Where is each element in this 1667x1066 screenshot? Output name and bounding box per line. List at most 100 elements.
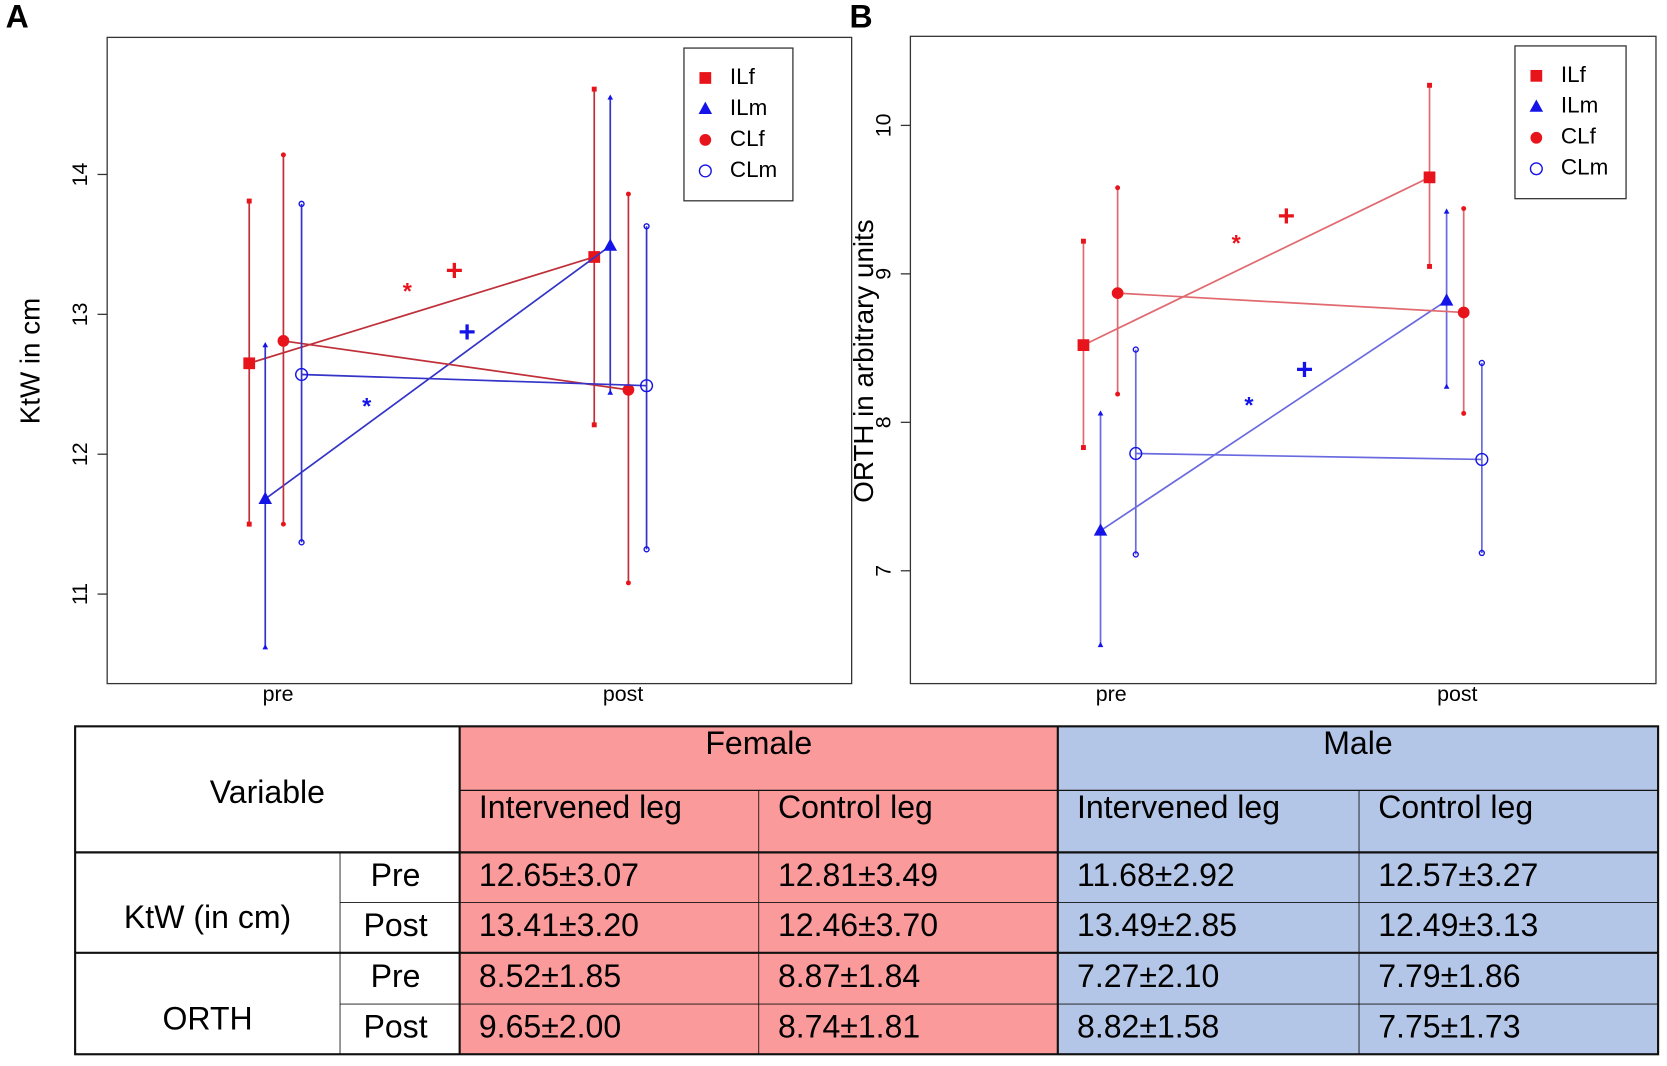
data-point — [277, 335, 290, 347]
error-bar-end — [1132, 551, 1139, 558]
connect-line — [1117, 292, 1464, 314]
table-time: Pre — [371, 958, 421, 994]
error-bar-end — [1443, 208, 1450, 214]
table-time: Post — [364, 1009, 428, 1045]
error-bar-end — [262, 644, 269, 650]
error-bar-end — [280, 521, 286, 527]
error-bar-end — [1115, 185, 1121, 191]
connect-line — [1135, 452, 1482, 461]
table-subheader: Intervened leg — [1077, 789, 1280, 825]
table-cell: 7.79±1.86 — [1378, 958, 1520, 994]
error-bar-end — [607, 94, 614, 100]
error-bar-end — [1132, 346, 1139, 353]
error-bar-end — [607, 389, 614, 395]
table-cell: 8.82±1.58 — [1077, 1009, 1219, 1045]
table-variable-header: Variable — [210, 774, 325, 810]
data-point — [1093, 523, 1108, 536]
connect-line — [283, 340, 629, 391]
data-point — [1457, 306, 1470, 319]
error-bar-end — [1097, 641, 1104, 648]
table-cell: 8.87±1.84 — [778, 958, 920, 994]
data-point — [1129, 446, 1143, 461]
data-point — [1439, 293, 1454, 306]
group-background — [1057, 726, 1659, 1055]
table-frame — [74, 725, 1660, 1056]
table-cell: 12.57±3.27 — [1378, 857, 1538, 893]
y-tick-label: 9 — [871, 268, 895, 280]
table-subheader: Intervened leg — [479, 789, 682, 825]
y-tick-label: 11 — [68, 583, 92, 605]
error-bar-end — [591, 422, 597, 428]
table-cell: 12.46±3.70 — [778, 907, 938, 943]
table-time: Pre — [371, 857, 421, 893]
data-point — [294, 367, 309, 382]
error-bar-end — [1427, 82, 1432, 88]
annotation: + — [458, 316, 475, 349]
table-cell: 8.74±1.81 — [778, 1009, 920, 1045]
legend-label: ILm — [730, 95, 767, 120]
data-point — [1111, 287, 1124, 300]
legend-marker — [1529, 162, 1543, 176]
connect-line — [1100, 299, 1448, 532]
legend-marker — [699, 134, 712, 146]
error-bar-end — [1461, 206, 1467, 211]
table-cell: 7.27±2.10 — [1077, 958, 1219, 994]
data-point — [243, 357, 256, 370]
annotation: + — [446, 254, 463, 287]
table-cell: 12.49±3.13 — [1378, 907, 1538, 943]
table-cell: 12.81±3.49 — [778, 857, 938, 893]
error-bar-end — [246, 198, 252, 204]
legend-label: CLf — [730, 126, 766, 151]
plot-frame — [909, 35, 1657, 685]
panel-label: A — [6, 0, 29, 35]
table-cell: 13.41±3.20 — [479, 907, 639, 943]
data-point — [1423, 171, 1436, 184]
x-tick-label: pre — [1096, 682, 1127, 706]
x-tick-label: post — [1437, 682, 1477, 706]
data-point — [1077, 339, 1090, 351]
error-bar-end — [1461, 410, 1467, 416]
error-bar-end — [298, 539, 305, 546]
annotation: * — [1232, 230, 1242, 256]
x-tick-label: pre — [263, 682, 294, 706]
table-cell: 8.52±1.85 — [479, 958, 621, 994]
connect-line — [248, 256, 595, 365]
data-point — [258, 491, 273, 504]
legend-label: ILf — [730, 64, 756, 89]
group-header: Male — [1323, 725, 1392, 761]
error-bar-end — [643, 546, 650, 553]
legend-marker — [699, 72, 712, 84]
table-subheader: Control leg — [778, 789, 933, 825]
data-point — [1475, 452, 1489, 466]
annotation: * — [1244, 392, 1254, 418]
table-variable: ORTH — [162, 1001, 252, 1037]
legend-label: ILf — [1561, 62, 1587, 87]
error-bar-end — [298, 200, 305, 207]
y-tick-label: 13 — [68, 302, 92, 326]
y-tick-label: 12 — [68, 442, 92, 466]
error-bar-end — [1478, 549, 1486, 557]
table-time: Post — [364, 907, 428, 943]
error-bar-end — [1080, 238, 1086, 244]
annotation: * — [403, 278, 413, 304]
table-cell: 11.68±2.92 — [1077, 857, 1235, 893]
y-tick-label: 8 — [871, 416, 895, 428]
legend-label: ILm — [1561, 93, 1598, 118]
legend-label: CLm — [1561, 155, 1608, 180]
error-bar-end — [625, 191, 631, 197]
error-bar-end — [1115, 391, 1121, 397]
error-bar-end — [1080, 445, 1086, 451]
data-point — [622, 383, 635, 396]
error-bar-end — [643, 223, 650, 230]
group-header: Female — [705, 725, 812, 761]
y-axis-label: KtW in cm — [15, 298, 46, 425]
error-bar-end — [246, 521, 252, 527]
plot-frame — [106, 36, 853, 685]
x-tick-label: post — [603, 682, 643, 706]
table-cell: 13.49±2.85 — [1077, 907, 1237, 943]
legend-marker — [1530, 69, 1543, 82]
error-bar-end — [591, 86, 597, 92]
annotation: + — [1296, 354, 1313, 387]
